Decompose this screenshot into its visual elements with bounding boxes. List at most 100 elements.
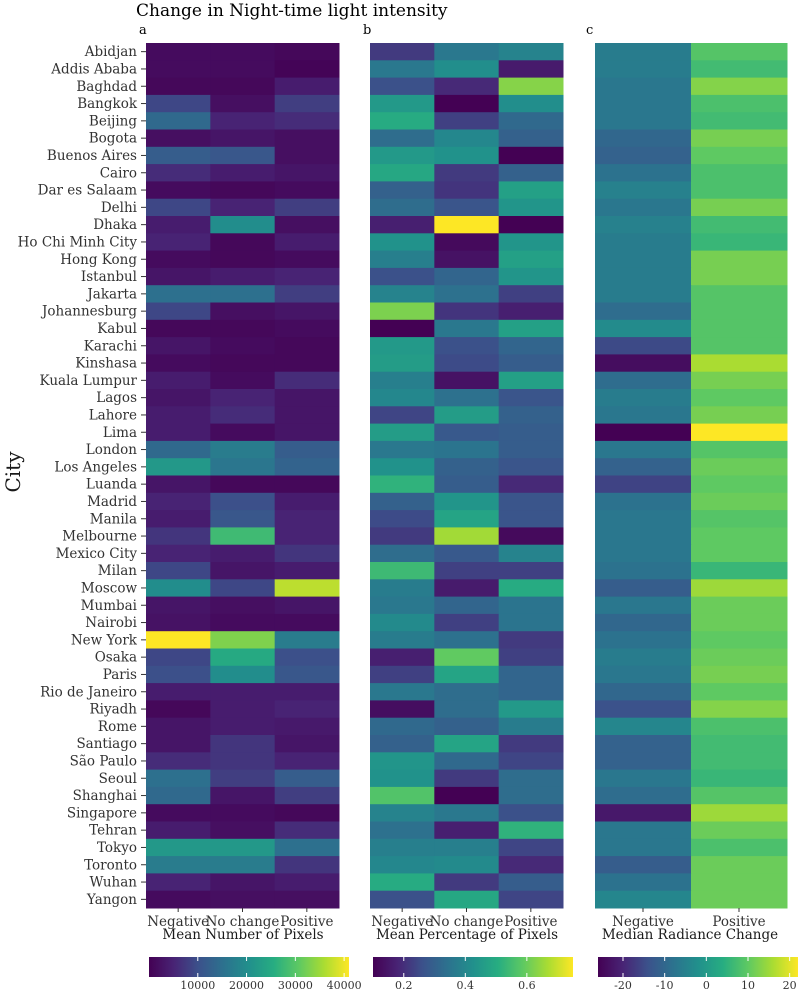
cell-a-kabul-positive bbox=[274, 319, 340, 338]
city-label-santiago: Santiago bbox=[76, 736, 137, 752]
x-tick-c-positive: Positive bbox=[712, 914, 765, 930]
cell-a-tehran-positive bbox=[274, 821, 340, 840]
cell-b-buenos-aires-positive bbox=[498, 146, 564, 165]
cell-b-shanghai-positive bbox=[498, 786, 564, 805]
cell-a-singapore-no-change bbox=[210, 804, 276, 822]
cell-c-paris-negative bbox=[595, 665, 692, 684]
cell-a-los-angeles-no-change bbox=[210, 458, 276, 476]
cell-c-kabul-positive bbox=[691, 319, 788, 338]
cell-c-buenos-aires-negative bbox=[595, 146, 692, 165]
city-label-luanda: Luanda bbox=[86, 477, 137, 493]
city-label-nairobi: Nairobi bbox=[85, 615, 137, 631]
heatmap-cells bbox=[146, 43, 788, 909]
cell-c-tehran-negative bbox=[595, 821, 692, 840]
cell-a-cairo-no-change bbox=[210, 164, 276, 182]
cell-a-london-no-change bbox=[210, 440, 276, 459]
cell-a-dar-es-salaam-positive bbox=[274, 181, 340, 200]
cell-a-delhi-positive bbox=[274, 198, 340, 217]
cell-b-madrid-negative bbox=[370, 492, 435, 511]
colorbar-tick-a-3: 40000 bbox=[327, 979, 362, 992]
cell-a-wuhan-negative bbox=[146, 873, 211, 892]
cell-c-wuhan-positive bbox=[691, 873, 788, 892]
cell-c-abidjan-positive bbox=[691, 43, 788, 61]
cell-c-ho-chi-minh-city-positive bbox=[691, 233, 788, 252]
cell-b-santiago-positive bbox=[498, 735, 564, 753]
cell-a-karachi-positive bbox=[274, 337, 340, 355]
cell-c-shanghai-negative bbox=[595, 786, 692, 805]
city-label-lagos: Lagos bbox=[96, 390, 137, 406]
cell-b-london-negative bbox=[370, 440, 435, 459]
cell-a-riyadh-negative bbox=[146, 700, 211, 719]
cell-c-dar-es-salaam-positive bbox=[691, 181, 788, 200]
cell-c-rome-positive bbox=[691, 717, 788, 736]
cell-a-rio-de-janeiro-no-change bbox=[210, 683, 276, 701]
cell-a-sao-paulo-no-change bbox=[210, 752, 276, 771]
cell-c-moscow-negative bbox=[595, 579, 692, 598]
x-tick-a-positive: Positive bbox=[280, 914, 333, 930]
cell-c-lahore-positive bbox=[691, 406, 788, 425]
cell-b-tokyo-negative bbox=[370, 838, 435, 857]
cell-c-seoul-positive bbox=[691, 769, 788, 788]
city-label-mexico-city: Mexico City bbox=[56, 546, 138, 562]
cell-c-kinshasa-positive bbox=[691, 354, 788, 373]
cell-a-mexico-city-positive bbox=[274, 544, 340, 563]
cell-b-london-positive bbox=[498, 440, 564, 459]
cell-b-ho-chi-minh-city-positive bbox=[498, 233, 564, 252]
cell-b-beijing-no-change bbox=[434, 112, 500, 130]
cell-b-ho-chi-minh-city-no-change bbox=[434, 233, 500, 252]
cell-a-addis-ababa-negative bbox=[146, 60, 211, 79]
cell-b-singapore-no-change bbox=[434, 804, 500, 822]
cell-a-hong-kong-negative bbox=[146, 250, 211, 269]
cell-a-buenos-aires-negative bbox=[146, 146, 211, 165]
cell-a-singapore-negative bbox=[146, 804, 211, 822]
cell-c-osaka-positive bbox=[691, 648, 788, 667]
city-label-kinshasa: Kinshasa bbox=[75, 356, 137, 372]
cell-a-wuhan-no-change bbox=[210, 873, 276, 892]
cell-c-singapore-negative bbox=[595, 804, 692, 822]
colorbar-tick-b-2: 0.6 bbox=[518, 979, 536, 992]
cell-b-kabul-negative bbox=[370, 319, 435, 338]
cell-b-istanbul-negative bbox=[370, 267, 435, 286]
cell-b-kabul-positive bbox=[498, 319, 564, 338]
cell-a-nairobi-no-change bbox=[210, 613, 276, 632]
city-label-jakarta: Jakarta bbox=[85, 286, 137, 302]
cell-a-london-positive bbox=[274, 440, 340, 459]
cell-a-madrid-positive bbox=[274, 492, 340, 511]
cell-a-milan-negative bbox=[146, 562, 211, 580]
cell-b-hong-kong-no-change bbox=[434, 250, 500, 269]
cell-b-hong-kong-positive bbox=[498, 250, 564, 269]
cell-b-rio-de-janeiro-no-change bbox=[434, 683, 500, 701]
cell-a-osaka-no-change bbox=[210, 648, 276, 667]
cell-c-nairobi-positive bbox=[691, 613, 788, 632]
cell-c-toronto-negative bbox=[595, 856, 692, 874]
cell-a-madrid-negative bbox=[146, 492, 211, 511]
cell-c-dhaka-negative bbox=[595, 216, 692, 234]
cell-a-dhaka-positive bbox=[274, 216, 340, 234]
cell-c-lima-negative bbox=[595, 423, 692, 442]
city-label-mumbai: Mumbai bbox=[81, 598, 138, 614]
cell-a-mexico-city-negative bbox=[146, 544, 211, 563]
cell-b-lagos-no-change bbox=[434, 389, 500, 407]
cell-c-buenos-aires-positive bbox=[691, 146, 788, 165]
cell-a-new-york-no-change bbox=[210, 631, 276, 649]
cell-c-lagos-positive bbox=[691, 389, 788, 407]
cell-a-paris-positive bbox=[274, 665, 340, 684]
cell-b-riyadh-positive bbox=[498, 700, 564, 719]
cell-c-kuala-lumpur-positive bbox=[691, 371, 788, 390]
cell-b-kinshasa-no-change bbox=[434, 354, 500, 373]
cell-a-johannesburg-no-change bbox=[210, 302, 276, 321]
cell-c-abidjan-negative bbox=[595, 43, 692, 61]
cell-a-milan-no-change bbox=[210, 562, 276, 580]
city-label-toronto: Toronto bbox=[84, 857, 137, 873]
city-label-paris: Paris bbox=[103, 667, 137, 683]
colorbar-tick-a-2: 30000 bbox=[278, 979, 313, 992]
cell-a-kabul-no-change bbox=[210, 319, 276, 338]
cell-a-yangon-no-change bbox=[210, 890, 276, 909]
city-label-tokyo: Tokyo bbox=[97, 840, 137, 856]
cell-b-nairobi-positive bbox=[498, 613, 564, 632]
cell-c-kinshasa-negative bbox=[595, 354, 692, 373]
city-label-delhi: Delhi bbox=[101, 200, 138, 216]
cell-b-melbourne-positive bbox=[498, 527, 564, 546]
cell-b-seoul-positive bbox=[498, 769, 564, 788]
